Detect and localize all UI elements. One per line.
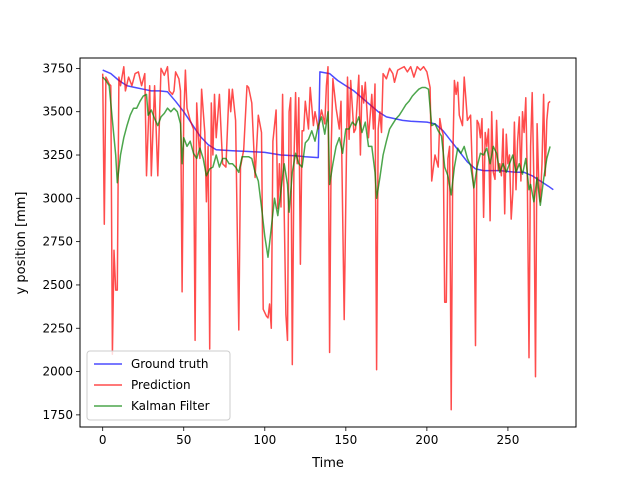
legend-label: Ground truth: [131, 357, 209, 371]
y-tick-label: 2500: [42, 278, 73, 292]
x-tick-label: 150: [334, 433, 357, 447]
y-tick-label: 3250: [42, 148, 73, 162]
y-tick-label: 3000: [42, 191, 73, 205]
plot-area: 0 50 100 150 200 250 1750 2000 2250 2500 2750 3000…: [42, 57, 577, 447]
y-tick-label: 2750: [42, 235, 73, 249]
y-axis-ticks: 1750 2000 2250 2500 2750 3000 3250 3500 3750: [42, 61, 80, 422]
y-tick-label: 1750: [42, 408, 73, 422]
x-tick-label: 100: [253, 433, 276, 447]
legend-label: Prediction: [131, 378, 191, 392]
y-tick-label: 2250: [42, 321, 73, 335]
legend-box: [86, 350, 231, 421]
series-line-ground-truth: [102, 69, 554, 191]
axes-frame: [79, 57, 577, 428]
y-axis-label: y position [mm]: [14, 192, 29, 295]
series-layer: [101, 65, 554, 411]
x-axis-label: Time: [311, 456, 344, 471]
legend: Ground truth Prediction Kalman Filter: [86, 350, 231, 421]
x-tick-label: 50: [176, 433, 191, 447]
x-tick-label: 200: [415, 433, 438, 447]
x-tick-label: 250: [496, 433, 519, 447]
series-line-prediction: [101, 65, 551, 411]
x-tick-label: 0: [99, 433, 107, 447]
y-tick-label: 3500: [42, 105, 73, 119]
y-tick-label: 3750: [42, 61, 73, 75]
y-tick-label: 2000: [42, 365, 73, 379]
x-axis-ticks: 0 50 100 150 200 250: [99, 427, 519, 447]
legend-label: Kalman Filter: [131, 399, 210, 413]
series-line-kalman-filter: [102, 76, 551, 258]
legend-items: Ground truth Prediction Kalman Filter: [94, 357, 210, 413]
